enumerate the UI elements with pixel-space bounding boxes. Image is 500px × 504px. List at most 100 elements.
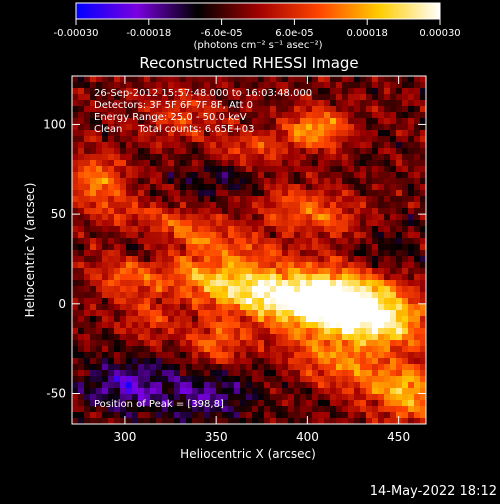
heatmap-cell bbox=[306, 406, 312, 412]
heatmap-cell bbox=[270, 376, 276, 382]
heatmap-cell bbox=[162, 394, 168, 400]
heatmap-cell bbox=[204, 370, 210, 376]
heatmap-cell bbox=[108, 160, 114, 166]
heatmap-cell bbox=[96, 142, 102, 148]
heatmap-cell bbox=[288, 286, 294, 292]
heatmap-cell bbox=[72, 124, 78, 130]
heatmap-cell bbox=[180, 178, 186, 184]
heatmap-cell bbox=[246, 208, 252, 214]
heatmap-cell bbox=[114, 208, 120, 214]
heatmap-cell bbox=[198, 94, 204, 100]
heatmap-cell bbox=[96, 352, 102, 358]
heatmap-cell bbox=[150, 292, 156, 298]
heatmap-cell bbox=[378, 88, 384, 94]
heatmap-cell bbox=[270, 172, 276, 178]
heatmap-cell bbox=[84, 322, 90, 328]
heatmap-cell bbox=[276, 130, 282, 136]
heatmap-cell bbox=[78, 412, 84, 418]
heatmap-cell bbox=[348, 124, 354, 130]
heatmap-cell bbox=[252, 400, 258, 406]
heatmap-cell bbox=[408, 394, 414, 400]
heatmap-cell bbox=[348, 268, 354, 274]
heatmap-cell bbox=[126, 310, 132, 316]
heatmap-cell bbox=[276, 148, 282, 154]
heatmap-cell bbox=[258, 166, 264, 172]
heatmap-cell bbox=[120, 208, 126, 214]
heatmap-cell bbox=[336, 112, 342, 118]
heatmap-cell bbox=[282, 274, 288, 280]
heatmap-cell bbox=[72, 148, 78, 154]
heatmap-cell bbox=[282, 262, 288, 268]
heatmap-cell bbox=[348, 76, 354, 82]
heatmap-cell bbox=[390, 100, 396, 106]
heatmap-cell bbox=[84, 370, 90, 376]
heatmap-cell bbox=[420, 232, 426, 238]
heatmap-cell bbox=[378, 310, 384, 316]
heatmap-cell bbox=[342, 130, 348, 136]
heatmap-cell bbox=[174, 202, 180, 208]
heatmap-cell bbox=[108, 220, 114, 226]
heatmap-cell bbox=[174, 400, 180, 406]
heatmap-cell bbox=[168, 94, 174, 100]
heatmap-cell bbox=[180, 82, 186, 88]
heatmap-cell bbox=[348, 346, 354, 352]
heatmap-cell bbox=[396, 232, 402, 238]
heatmap-cell bbox=[240, 76, 246, 82]
heatmap-cell bbox=[246, 214, 252, 220]
heatmap-cell bbox=[108, 382, 114, 388]
heatmap-cell bbox=[180, 166, 186, 172]
heatmap-cell bbox=[336, 316, 342, 322]
heatmap-cell bbox=[420, 340, 426, 346]
heatmap-cell bbox=[108, 412, 114, 418]
heatmap-cell bbox=[390, 334, 396, 340]
heatmap-cell bbox=[342, 352, 348, 358]
heatmap-cell bbox=[270, 208, 276, 214]
heatmap-cell bbox=[312, 184, 318, 190]
heatmap-cell bbox=[102, 172, 108, 178]
heatmap-cell bbox=[318, 292, 324, 298]
heatmap-cell bbox=[264, 358, 270, 364]
heatmap-cell bbox=[390, 190, 396, 196]
heatmap-cell bbox=[330, 130, 336, 136]
heatmap-cell bbox=[294, 418, 300, 424]
heatmap-cell bbox=[126, 172, 132, 178]
heatmap-cell bbox=[300, 262, 306, 268]
heatmap-cell bbox=[258, 286, 264, 292]
heatmap-cell bbox=[108, 322, 114, 328]
heatmap-cell bbox=[198, 190, 204, 196]
heatmap-cell bbox=[342, 394, 348, 400]
heatmap-cell bbox=[198, 196, 204, 202]
heatmap-cell bbox=[72, 172, 78, 178]
heatmap-cell bbox=[294, 256, 300, 262]
heatmap-cell bbox=[90, 142, 96, 148]
heatmap-cell bbox=[132, 214, 138, 220]
heatmap-cell bbox=[300, 100, 306, 106]
heatmap-cell bbox=[390, 256, 396, 262]
heatmap-cell bbox=[270, 406, 276, 412]
heatmap-cell bbox=[402, 250, 408, 256]
heatmap-cell bbox=[222, 394, 228, 400]
heatmap-cell bbox=[312, 286, 318, 292]
heatmap-cell bbox=[420, 100, 426, 106]
heatmap-cell bbox=[96, 334, 102, 340]
heatmap-cell bbox=[258, 118, 264, 124]
heatmap-cell bbox=[354, 178, 360, 184]
colorbar-unit-label: (photons cm⁻² s⁻¹ asec⁻²) bbox=[193, 40, 322, 51]
heatmap-cell bbox=[216, 412, 222, 418]
heatmap-cell bbox=[366, 280, 372, 286]
heatmap-cell bbox=[192, 334, 198, 340]
heatmap-cell bbox=[114, 202, 120, 208]
heatmap-cell bbox=[318, 190, 324, 196]
heatmap-cell bbox=[204, 124, 210, 130]
heatmap-cell bbox=[288, 274, 294, 280]
heatmap-cell bbox=[168, 256, 174, 262]
heatmap-cell bbox=[222, 220, 228, 226]
heatmap-cell bbox=[180, 292, 186, 298]
heatmap-cell bbox=[180, 346, 186, 352]
heatmap-cell bbox=[162, 238, 168, 244]
heatmap-cell bbox=[72, 358, 78, 364]
heatmap-cell bbox=[162, 166, 168, 172]
heatmap-cell bbox=[396, 118, 402, 124]
heatmap-cell bbox=[192, 364, 198, 370]
heatmap-cell bbox=[210, 100, 216, 106]
